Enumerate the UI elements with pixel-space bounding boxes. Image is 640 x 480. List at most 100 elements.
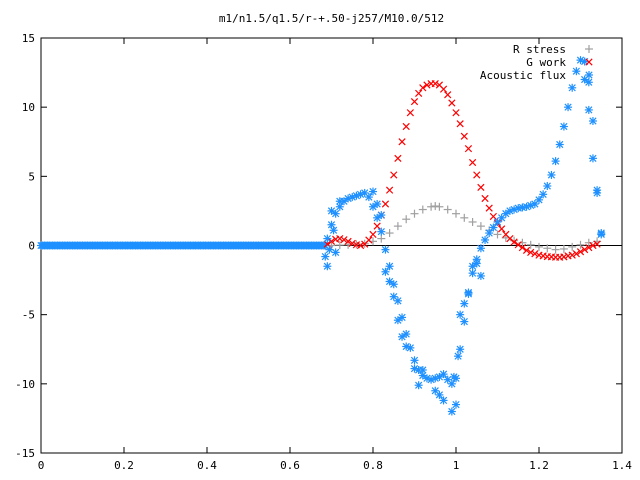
acoustic-flux-point <box>468 269 477 278</box>
x-tick-label: 0.4 <box>197 459 217 472</box>
r-stress-point <box>476 222 485 231</box>
acoustic-flux-point <box>481 235 490 244</box>
acoustic-flux-point <box>398 313 407 322</box>
g-work-point <box>464 145 473 153</box>
y-tick-label: -15 <box>15 447 35 460</box>
x-axis-ticks <box>40 38 623 453</box>
acoustic-flux-point <box>447 407 456 416</box>
acoustic-flux-point <box>410 356 419 365</box>
g-work-point <box>406 109 414 117</box>
y-tick-label: 15 <box>22 32 35 45</box>
g-work-point <box>415 89 423 97</box>
acoustic-flux-point <box>369 187 377 196</box>
acoustic-flux-point <box>431 386 440 395</box>
x-tick-label: 0.6 <box>280 459 300 472</box>
acoustic-flux-point <box>568 83 577 92</box>
g-work-point <box>448 99 456 107</box>
acoustic-flux-point <box>584 78 593 87</box>
g-work-point <box>572 250 580 258</box>
r-stress-point <box>418 205 427 214</box>
acoustic-flux-point <box>435 390 444 399</box>
acoustic-flux-point <box>398 332 407 341</box>
g-work-point <box>527 248 535 257</box>
g-work-point <box>398 138 406 146</box>
acoustic-flux-point <box>489 223 498 232</box>
acoustic-flux-point <box>325 245 334 254</box>
g-work-point <box>394 154 402 162</box>
r-stress-point <box>584 238 593 247</box>
acoustic-flux-point <box>323 234 332 243</box>
chart-title: m1/n1.5/q1.5/r-+.50-j257/M10.0/512 <box>219 12 444 25</box>
acoustic-flux-point <box>364 193 373 202</box>
r-stress-point <box>460 213 469 222</box>
g-work-point <box>589 241 597 250</box>
legend-marker <box>585 58 593 66</box>
r-stress-point <box>576 240 585 249</box>
acoustic-flux-point <box>456 345 465 354</box>
r-stress-point <box>551 245 560 254</box>
series-g-work <box>323 80 601 261</box>
r-stress-point <box>335 241 344 250</box>
acoustic-flux-point <box>377 227 386 236</box>
r-stress-point <box>385 229 394 238</box>
acoustic-flux-point <box>597 229 606 238</box>
acoustic-flux-point <box>564 103 573 112</box>
g-work-point <box>356 241 365 250</box>
acoustic-flux-point <box>418 371 427 380</box>
acoustic-flux-point <box>485 229 494 238</box>
g-work-point <box>485 204 493 212</box>
acoustic-flux-point <box>331 248 340 257</box>
g-work-point <box>481 194 489 203</box>
g-work-point <box>365 236 373 244</box>
acoustic-flux-point <box>535 195 543 204</box>
g-work-point <box>522 246 531 254</box>
acoustic-flux-point <box>447 379 456 388</box>
acoustic-flux-point <box>559 122 568 131</box>
acoustic-flux-point <box>555 140 564 149</box>
acoustic-flux-point <box>510 205 519 214</box>
acoustic-flux-baseline <box>37 241 329 250</box>
g-work-point <box>510 238 518 246</box>
g-work-point <box>468 158 477 167</box>
g-work-point <box>452 109 460 117</box>
acoustic-flux-point <box>418 366 427 374</box>
plot-area <box>37 56 606 416</box>
r-stress-point <box>493 230 502 239</box>
acoustic-flux-point <box>543 182 552 191</box>
g-work-point <box>593 240 601 248</box>
g-work-point <box>473 171 481 179</box>
acoustic-flux-point <box>335 197 344 206</box>
g-work-point <box>560 253 568 261</box>
g-work-point <box>340 236 348 244</box>
acoustic-flux-point <box>393 316 402 325</box>
acoustic-flux-point <box>505 206 514 215</box>
acoustic-flux-point <box>435 372 444 381</box>
acoustic-flux-point <box>393 296 402 305</box>
r-stress-point <box>452 209 460 218</box>
series-acoustic-flux <box>321 56 606 416</box>
legend-marker <box>585 45 593 53</box>
acoustic-flux-point <box>439 370 448 379</box>
x-tick-label: 0.8 <box>363 459 383 472</box>
r-stress-point <box>402 215 411 224</box>
acoustic-flux-point <box>381 245 390 254</box>
acoustic-flux-point <box>464 288 473 297</box>
r-stress-point <box>559 244 568 253</box>
acoustic-flux-point <box>385 262 394 271</box>
g-work-point <box>531 250 539 258</box>
g-work-point <box>344 237 352 245</box>
acoustic-flux-point <box>472 259 481 268</box>
legend-marker <box>585 71 593 79</box>
legend-label: R stress <box>513 43 566 56</box>
acoustic-flux-point <box>327 206 336 215</box>
g-work-point <box>460 132 468 140</box>
acoustic-flux-point <box>331 209 340 218</box>
g-work-point <box>444 91 452 99</box>
g-work-point <box>581 246 589 254</box>
acoustic-flux-point <box>449 372 458 381</box>
acoustic-flux-point <box>321 252 330 261</box>
x-tick-label: 1.4 <box>612 459 632 472</box>
r-stress-point <box>543 244 552 253</box>
g-work-point <box>373 222 381 230</box>
